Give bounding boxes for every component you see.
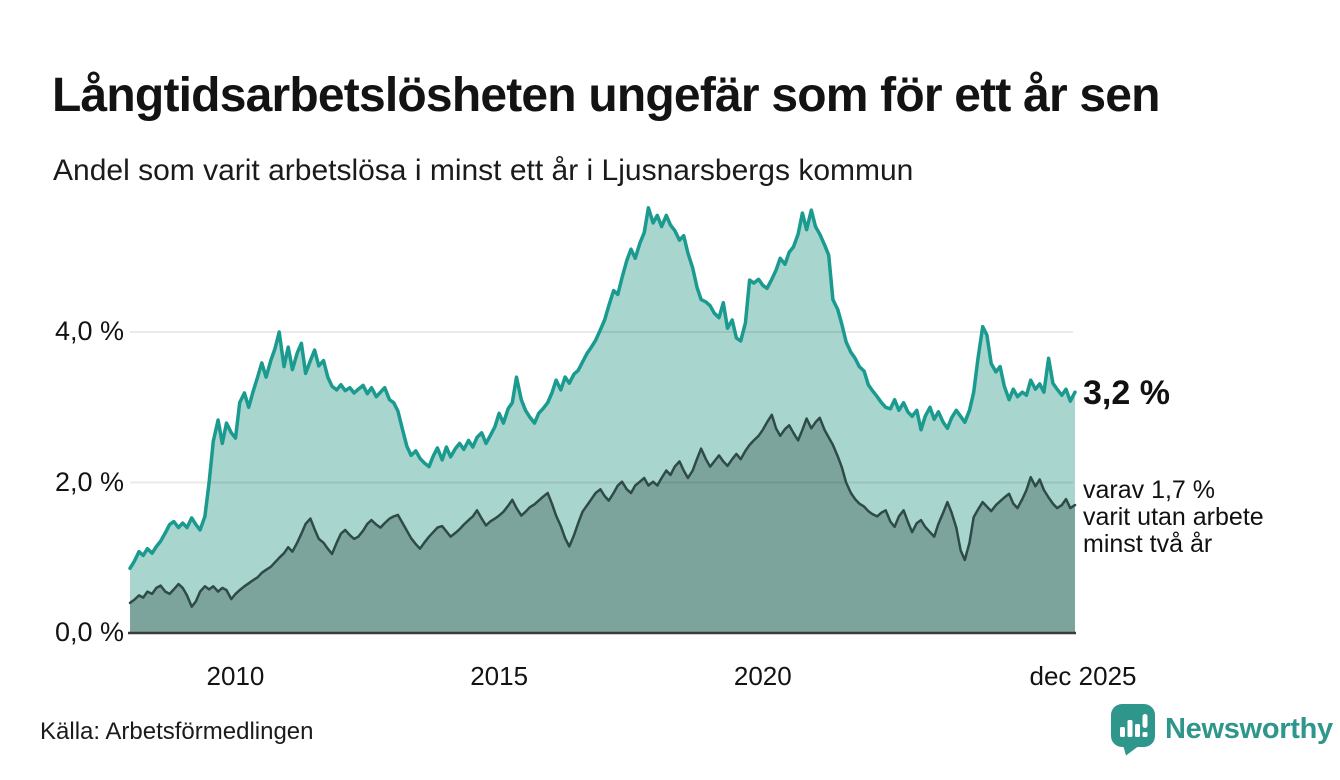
brand-logo: Newsworthy xyxy=(1110,703,1333,756)
source-note: Källa: Arbetsförmedlingen xyxy=(40,718,314,745)
y-tick-label: 0,0 % xyxy=(54,617,124,647)
x-tick-label: 2010 xyxy=(206,661,265,691)
x-tick-label: 2020 xyxy=(733,661,792,691)
y-tick-label: 4,0 % xyxy=(54,316,124,346)
x-tick-label: 2015 xyxy=(470,661,529,691)
y-tick-label: 2,0 % xyxy=(54,466,124,497)
end-note-line: minst två år xyxy=(1083,530,1213,558)
minst-tva-ar-line xyxy=(128,413,1077,608)
end-note-line: varit utan arbete xyxy=(1083,503,1264,531)
end-note: varav 1,7 % varit utan arbete minst två … xyxy=(1083,477,1264,558)
page-subtitle: Andel som varit arbetslösa i minst ett å… xyxy=(53,154,914,187)
end-value-label: 3,2 % xyxy=(1083,374,1170,412)
newsworthy-icon xyxy=(1111,704,1155,756)
end-note-line: varav 1,7 % xyxy=(1083,476,1216,504)
x-tick-label: dec 2025 xyxy=(1029,661,1137,691)
page-title: Långtidsarbetslösheten ungefär som för e… xyxy=(52,69,1161,123)
brand-name: Newsworthy xyxy=(1165,713,1333,745)
minst-ett-ar-line xyxy=(128,206,1077,571)
minst-tva-ar-area xyxy=(130,414,1075,633)
